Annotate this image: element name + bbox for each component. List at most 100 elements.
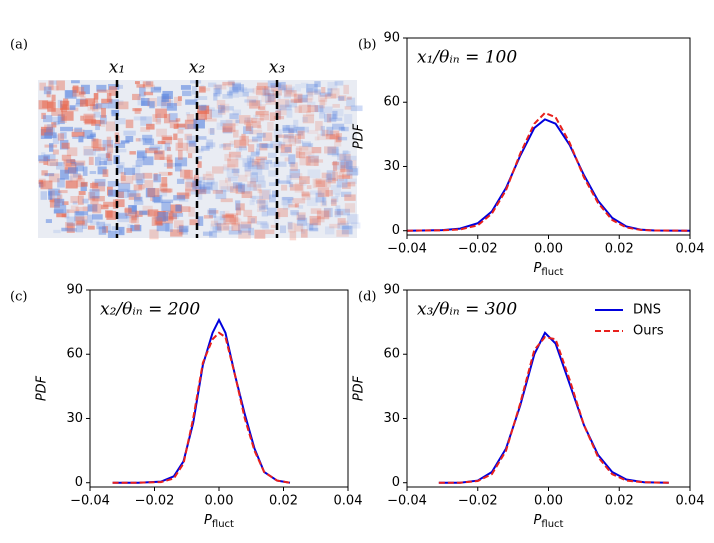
field-patch — [282, 200, 290, 210]
field-patch — [220, 198, 233, 203]
field-patch — [282, 125, 290, 131]
field-patch — [93, 104, 99, 110]
field-patch — [240, 184, 251, 194]
field-patch — [212, 189, 223, 194]
field-patch — [173, 133, 178, 141]
field-patch — [267, 207, 277, 216]
field-patch — [202, 231, 213, 236]
field-patch — [155, 108, 167, 119]
field-patch — [39, 82, 46, 91]
field-patch — [137, 96, 145, 106]
field-patch — [118, 226, 125, 236]
field-patch — [132, 173, 142, 181]
field-patch — [92, 203, 102, 214]
field-patch — [203, 182, 213, 190]
field-patch — [306, 156, 319, 166]
field-patch — [338, 95, 347, 101]
field-patch — [153, 173, 158, 181]
field-patch — [204, 109, 213, 120]
y-tick-label: 0 — [75, 475, 83, 490]
data-line — [112, 317, 291, 484]
field-patch — [315, 121, 323, 131]
field-patch — [82, 129, 93, 139]
field-patch — [337, 153, 347, 161]
field-patch — [197, 105, 210, 114]
field-patch — [63, 159, 75, 165]
field-patch — [333, 139, 342, 147]
field-patch — [257, 180, 266, 188]
field-patch — [127, 224, 133, 232]
field-patch — [341, 225, 353, 235]
field-patch — [313, 158, 319, 167]
field-patch — [124, 208, 132, 213]
field-patch — [337, 136, 348, 141]
field-patch — [205, 171, 212, 176]
field-patch — [108, 189, 117, 197]
field-patch — [342, 225, 352, 230]
field-patch — [101, 98, 113, 104]
field-patch — [307, 90, 321, 95]
field-patch — [125, 214, 139, 219]
field-patch — [307, 91, 314, 101]
field-patch — [134, 210, 143, 217]
field-patch — [210, 223, 219, 230]
field-patch — [200, 145, 210, 151]
field-patch — [333, 160, 346, 170]
y-axis-label: PDF — [352, 375, 367, 401]
field-patch — [79, 91, 86, 95]
field-patch — [107, 230, 118, 238]
field-patch — [70, 173, 82, 182]
field-patch — [238, 146, 247, 151]
field-patch — [89, 189, 100, 199]
field-patch — [87, 214, 93, 223]
field-patch — [115, 84, 124, 89]
field-patch — [330, 200, 337, 205]
field-patch — [111, 226, 117, 231]
field-patch — [54, 204, 67, 214]
field-patch — [250, 195, 263, 200]
field-patch — [297, 205, 304, 209]
field-patch — [118, 182, 131, 192]
field-patch — [196, 136, 207, 140]
field-patch — [285, 100, 298, 108]
field-patch — [260, 158, 266, 163]
field-patch — [249, 177, 256, 184]
x-axis-label-main: P — [534, 261, 542, 276]
field-patch — [251, 99, 262, 106]
field-patch — [327, 88, 333, 96]
field-patch — [228, 151, 241, 158]
field-patch — [49, 162, 63, 167]
field-patch — [176, 226, 188, 233]
field-patch — [56, 212, 67, 218]
field-patch — [154, 150, 165, 160]
field-patch — [243, 120, 253, 126]
field-patch — [106, 136, 112, 147]
field-patch — [185, 188, 191, 197]
field-patch — [117, 212, 128, 219]
field-patch — [235, 203, 245, 211]
field-patch — [346, 168, 359, 176]
field-patch — [63, 98, 69, 107]
field-patch — [322, 129, 329, 137]
field-patch — [238, 224, 251, 233]
field-patch — [167, 210, 173, 215]
field-patch — [278, 141, 286, 146]
field-patch — [261, 92, 272, 103]
field-patch — [233, 217, 240, 227]
field-patch — [252, 87, 262, 94]
field-patch — [91, 139, 102, 148]
field-patch — [190, 80, 202, 84]
field-patch — [335, 205, 341, 215]
field-patch — [72, 135, 79, 139]
field-patch — [125, 119, 134, 129]
field-patch — [270, 161, 280, 168]
field-patch — [64, 90, 77, 99]
field-patch — [306, 110, 315, 116]
field-patch — [48, 173, 60, 183]
field-patch — [307, 105, 319, 113]
field-patch — [90, 196, 99, 205]
field-patch — [292, 198, 306, 204]
field-patch — [208, 208, 217, 218]
field-patch — [131, 205, 137, 212]
field-patch — [155, 118, 161, 125]
